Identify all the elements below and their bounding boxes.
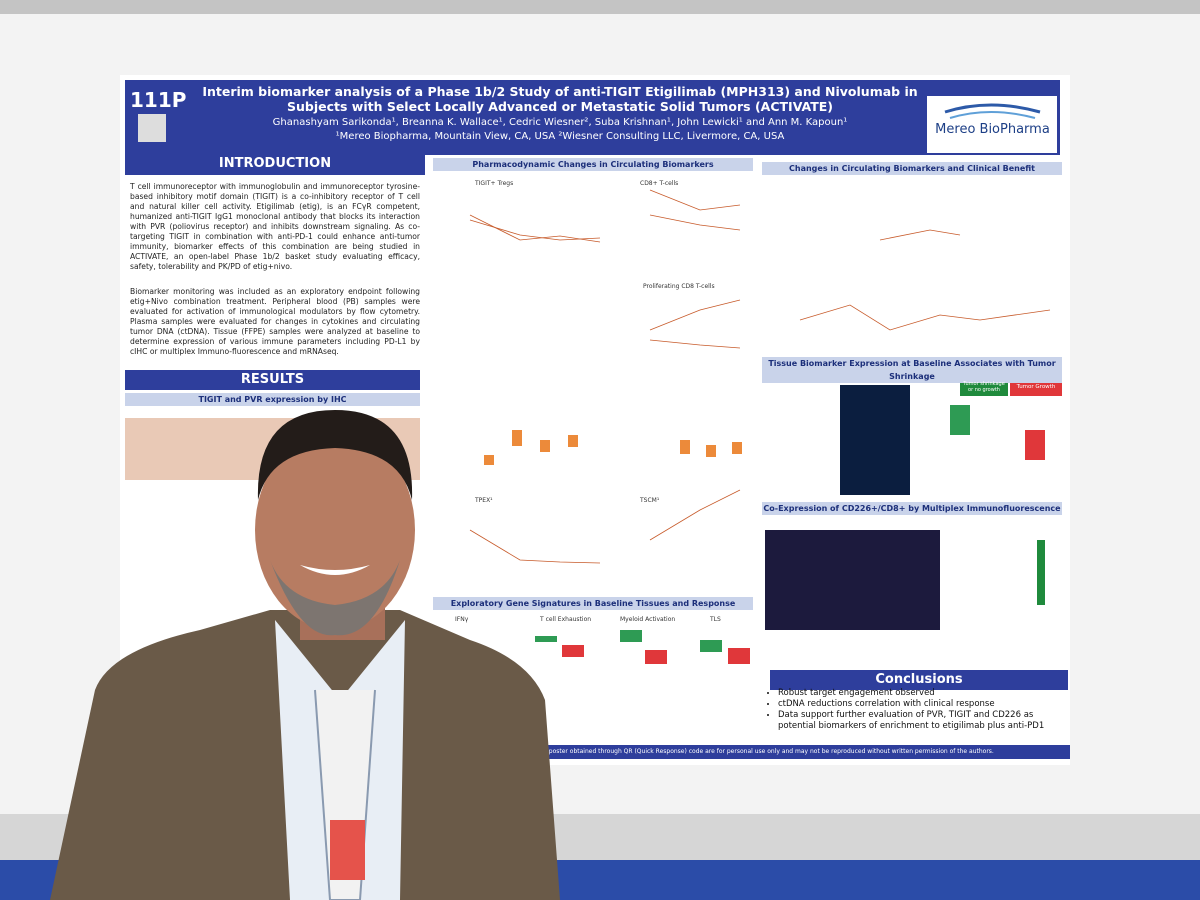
- legend-item: Tumor Growth: [1016, 384, 1056, 390]
- conclusion-list: Robust target engagement observed ctDNA …: [760, 688, 1068, 732]
- panel-label: TIGIT+ Tregs: [475, 180, 514, 187]
- intro-heading: INTRODUCTION: [125, 153, 425, 175]
- conclusions-heading: Conclusions: [770, 670, 1068, 690]
- conclusion-item: ctDNA reductions correlation with clinic…: [778, 699, 1068, 710]
- panel-label: TSCM¹: [640, 497, 660, 504]
- logo: Mereo BioPharma: [935, 122, 1050, 137]
- footer: Copies of this poster obtained through Q…: [430, 745, 1070, 759]
- authors: Ghanashyam Sarikonda¹, Breanna K. Wallac…: [272, 117, 848, 128]
- intro-paragraph: Biomarker monitoring was included as an …: [130, 287, 420, 356]
- legend-item: Tumor shrinkage or no growth: [963, 381, 1005, 393]
- panel-label: T cell Exhaustion: [540, 616, 592, 623]
- section-heading: Changes in Circulating Biomarkers and Cl…: [762, 162, 1062, 175]
- panel-label: Myeloid Activation: [620, 616, 676, 623]
- panel-label: Proliferating CD8 T-cells: [643, 283, 715, 290]
- panel-label: TLS: [710, 616, 721, 623]
- panel-label: CD8+ T-cells: [640, 180, 679, 187]
- section-heading: Tissue Biomarker Expression at Baseline …: [762, 357, 1062, 383]
- results-heading: RESULTS: [125, 370, 420, 390]
- conclusion-item: Data support further evaluation of PVR, …: [778, 710, 1068, 732]
- badge: 111P: [130, 88, 187, 112]
- affiliations: ¹Mereo Biopharma, Mountain View, CA, USA…: [335, 131, 785, 142]
- section-heading: Co-Expression of CD226+/CD8+ by Multiple…: [762, 502, 1062, 515]
- section-heading: Exploratory Gene Signatures in Baseline …: [433, 597, 753, 610]
- intro-paragraph: T cell immunoreceptor with immunoglobuli…: [130, 182, 420, 271]
- results-subheading: TIGIT and PVR expression by IHC: [125, 393, 420, 406]
- panel-label: IFNγ: [455, 616, 469, 623]
- conclusion-item: Robust target engagement observed: [778, 688, 1068, 699]
- poster-title: Interim biomarker analysis of a Phase 1b…: [202, 84, 918, 114]
- section-heading: Pharmacodynamic Changes in Circulating B…: [433, 158, 753, 171]
- panel-label: TPEX¹: [475, 497, 493, 504]
